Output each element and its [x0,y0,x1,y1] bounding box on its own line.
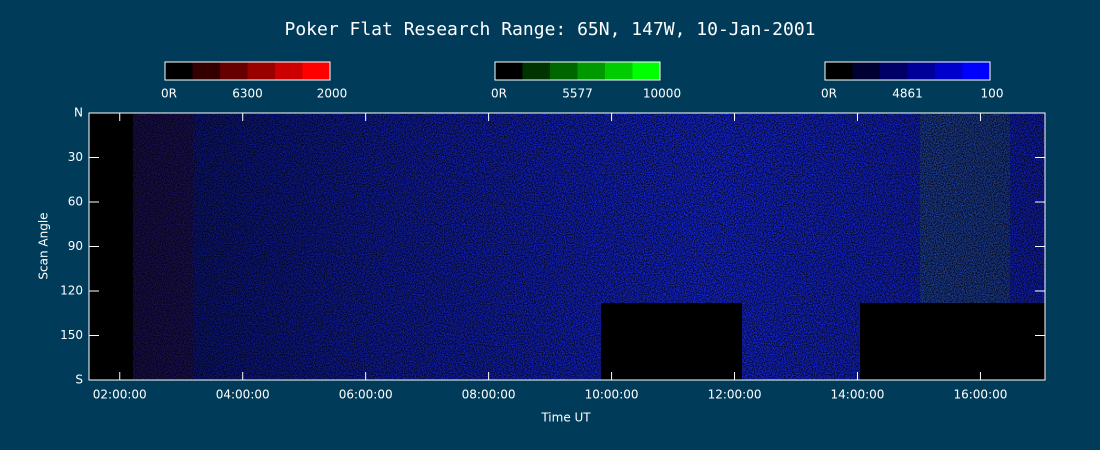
colorbar-min: 0R [161,87,177,101]
colorbar-step [275,62,303,80]
y-tick-label: 30 [68,150,83,164]
colorbar-step [605,62,633,80]
colorbar-step [632,62,660,80]
colorbar-step [962,62,990,80]
y-tick-label: 90 [68,239,83,253]
y-tick-label: N [74,106,83,120]
colorbar-frame [164,61,331,81]
colorbar-name: 5577 [562,87,593,101]
x-tick-label: 06:00:00 [339,388,393,402]
y-tick-label: 120 [60,284,83,298]
colorbar-step [302,62,330,80]
colorbar-step [522,62,550,80]
colorbar-step [220,62,248,80]
x-tick-label: 02:00:00 [93,388,147,402]
keogram-image [88,112,1046,381]
chart-title: Poker Flat Research Range: 65N, 147W, 10… [284,19,815,40]
x-tick-label: 12:00:00 [708,388,762,402]
y-tick-label: 150 [60,328,83,342]
y-tick-label: 60 [68,195,83,209]
colorbar-step [577,62,605,80]
x-tick-label: 08:00:00 [462,388,516,402]
no-data [860,303,1045,380]
colorbar-max: 10000 [643,87,681,101]
colorbar-step [247,62,275,80]
colorbar-step [880,62,908,80]
x-tick-label: 14:00:00 [831,388,885,402]
y-axis-label: Scan Angle [37,212,51,279]
colorbar-step [852,62,880,80]
y-tick-label: S [75,373,83,387]
colorbar-min: 0R [491,87,507,101]
no-data [601,303,742,380]
colorbar-name: 4861 [892,87,923,101]
colorbar-step [495,62,523,80]
colorbar-step [192,62,220,80]
colorbar-min: 0R [821,87,837,101]
colorbar-name: 6300 [232,87,263,101]
colorbar-frame [824,61,991,81]
colorbar-step [165,62,193,80]
colorbar-step [550,62,578,80]
x-axis-label: Time UT [540,411,591,425]
colorbar-step [825,62,853,80]
colorbar-frame [494,61,661,81]
x-tick-label: 16:00:00 [953,388,1007,402]
colorbar-max: 100 [981,87,1004,101]
colorbar-step [907,62,935,80]
colorbar-max: 2000 [317,87,348,101]
colorbar-step [935,62,963,80]
x-tick-label: 10:00:00 [585,388,639,402]
x-tick-label: 04:00:00 [216,388,270,402]
